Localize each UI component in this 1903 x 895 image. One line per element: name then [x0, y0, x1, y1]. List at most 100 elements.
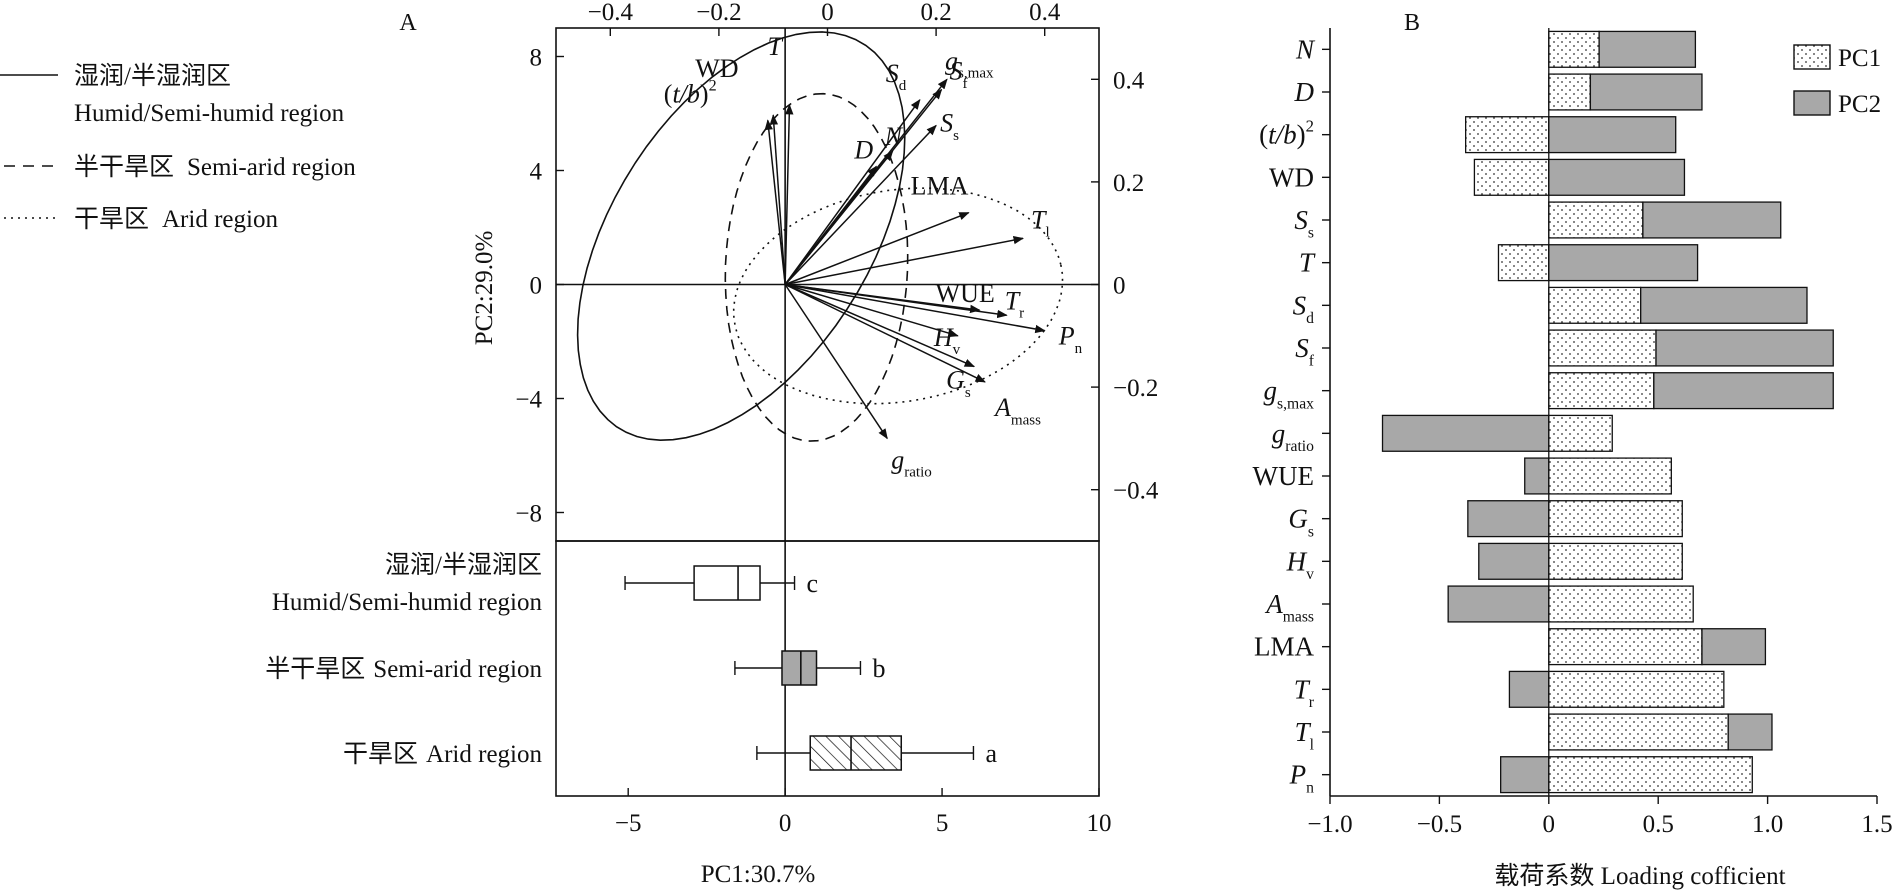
bar-pc1-a-mass	[1548, 585, 1694, 623]
panel-a-axes: −5 0 5 10 8 4 0 −4 −8 −0.4 −0.2 0 0.2 0.4 0.4 0.2 0 −0.2 −…	[515, 0, 1158, 837]
loading-arrow-s-s	[784, 124, 937, 286]
category-label-t: T	[1299, 248, 1316, 278]
boxplot-arid-region: a	[756, 735, 997, 771]
loading-arrow-s-d	[784, 98, 921, 285]
top-tick-label: −0.4	[588, 0, 634, 26]
right-tick-label: −0.4	[1113, 478, 1159, 505]
right-tick-label: 0.2	[1113, 170, 1144, 197]
bar-pc2-t-l	[1727, 713, 1773, 751]
loading-label-t-r: Tr	[1005, 286, 1024, 321]
loading-x-tick-label: −1.0	[1307, 811, 1352, 838]
bar-pc1-lma	[1548, 628, 1703, 666]
loading-label-t-l: Tl	[1031, 205, 1050, 240]
bar-pc2-g-s-max	[1653, 372, 1834, 410]
significance-letter: c	[807, 569, 819, 598]
loading-label-a-mass: Amass	[993, 393, 1041, 428]
x-axis-label: PC1:30.7%	[701, 861, 816, 888]
loading-label-s-s: Ss	[940, 108, 959, 143]
category-label-t-b: (t/b)2	[1259, 117, 1314, 150]
loading-label-t-b: (t/b)2	[664, 78, 717, 109]
loading-arrow-t	[784, 103, 794, 285]
loading-arrow-s-f	[784, 88, 943, 285]
legend-label-pc2: PC2	[1838, 91, 1881, 118]
bar-pc1-t-l	[1548, 713, 1729, 751]
loading-label-d: D	[853, 136, 873, 165]
loading-label-s-d: Sd	[886, 59, 907, 94]
x-tick-label: 0	[779, 810, 792, 837]
box-label-arid: 干旱区 Arid region	[343, 741, 542, 768]
y-axis-label: PC2:29.0%	[471, 231, 498, 346]
bar-pc2-h-v	[1478, 542, 1550, 580]
loading-label-h-v: Hv	[933, 323, 961, 358]
x-tick-label: 5	[936, 810, 949, 837]
panel-a: A WDT(t/b)2DNSdgs,maxSfSsLMATlWUETrPnHvG…	[0, 0, 1159, 888]
category-label-n: N	[1295, 34, 1316, 64]
bar-pc2-t-r	[1508, 670, 1550, 708]
bar-pc1-g-ratio	[1548, 414, 1613, 452]
loading-arrow-t-r	[785, 283, 1008, 319]
loading-label-p-n: Pn	[1058, 322, 1083, 357]
loading-label-wue: WUE	[936, 279, 995, 308]
bar-pc1-t-r	[1548, 670, 1725, 708]
biplot-legend: 湿润/半湿润区 Humid/Semi-humid region 半干旱区 Sem…	[0, 62, 356, 233]
right-tick-label: 0	[1113, 273, 1126, 300]
bar-pc1-s-f	[1548, 329, 1657, 367]
category-label-wd: WD	[1269, 162, 1314, 192]
y-tick-label: 4	[530, 159, 543, 186]
box-label-zh-humid: 湿润/半湿润区	[385, 551, 542, 579]
loading-x-tick-label: 0	[1543, 811, 1556, 838]
bar-pc1-p-n	[1548, 756, 1753, 794]
boxplot: c b a 湿润/半湿润区 Humid/Semi-humid region 半干旱区 Sem…	[265, 551, 997, 771]
category-label-lma: LMA	[1254, 632, 1315, 662]
legend-label-pc1: PC1	[1838, 45, 1881, 72]
category-label-g-s-max: gs,max	[1264, 376, 1315, 413]
y-tick-label: 0	[530, 273, 543, 300]
box-iqr	[809, 735, 903, 771]
category-label-wue: WUE	[1253, 461, 1314, 491]
category-label-h-v: Hv	[1286, 546, 1315, 583]
bar-pc2-g-s	[1467, 500, 1550, 538]
y-tick-label: −4	[515, 387, 542, 414]
y-tick-label: 8	[530, 45, 543, 72]
legend-en-humid: Humid/Semi-humid region	[74, 100, 345, 127]
loading-arrow-t-b	[764, 119, 786, 285]
category-label-p-n: Pn	[1289, 760, 1315, 797]
bar-legend: PC1 PC2	[1793, 44, 1881, 118]
loading-label-g-s: Gs	[946, 366, 971, 401]
bar-pc1-t-b	[1465, 116, 1550, 154]
ellipse-semiarid	[724, 92, 909, 442]
box-iqr	[693, 565, 761, 601]
bar-pc1-g-s	[1548, 500, 1683, 538]
category-label-t-l: Tl	[1295, 717, 1315, 754]
top-tick-label: 0.4	[1029, 0, 1061, 26]
x-tick-label: −5	[615, 810, 642, 837]
top-tick-label: −0.2	[696, 0, 741, 26]
category-label-a-mass: Amass	[1264, 589, 1314, 626]
bar-pc1-d	[1548, 73, 1592, 111]
bar-pc1-n	[1548, 30, 1600, 68]
box-iqr	[781, 650, 818, 686]
loading-arrow-t-l	[784, 236, 1025, 286]
category-label-s-f: Sf	[1295, 333, 1315, 370]
loading-arrow-p-n	[784, 283, 1046, 334]
legend-zh-humid: 湿润/半湿润区	[74, 62, 231, 90]
bar-pc2-g-ratio	[1381, 414, 1550, 452]
boxplot-semi-arid-region: b	[734, 650, 885, 686]
loading-arrow-wd	[769, 114, 786, 285]
y-tick-label: −8	[515, 501, 542, 528]
loading-x-tick-label: 1.5	[1861, 811, 1892, 838]
x-tick-label: 10	[1087, 810, 1112, 837]
bar-pc2-s-d	[1640, 286, 1808, 324]
loading-bars	[1381, 28, 1834, 796]
bar-pc1-s-s	[1548, 201, 1644, 239]
bar-pc2-d	[1589, 73, 1703, 111]
top-tick-label: 0	[821, 0, 834, 26]
bar-pc2-t-b	[1548, 116, 1677, 154]
loading-arrow-g-ratio	[784, 284, 888, 440]
category-label-g-ratio: gratio	[1272, 418, 1314, 455]
loading-label-s-f: Sf	[950, 57, 969, 92]
loading-label-wd: WD	[695, 54, 738, 83]
bar-pc2-s-f	[1655, 329, 1834, 367]
biplot: WDT(t/b)2DNSdgs,maxSfSsLMATlWUETrPnHvGsA…	[556, 28, 1099, 796]
